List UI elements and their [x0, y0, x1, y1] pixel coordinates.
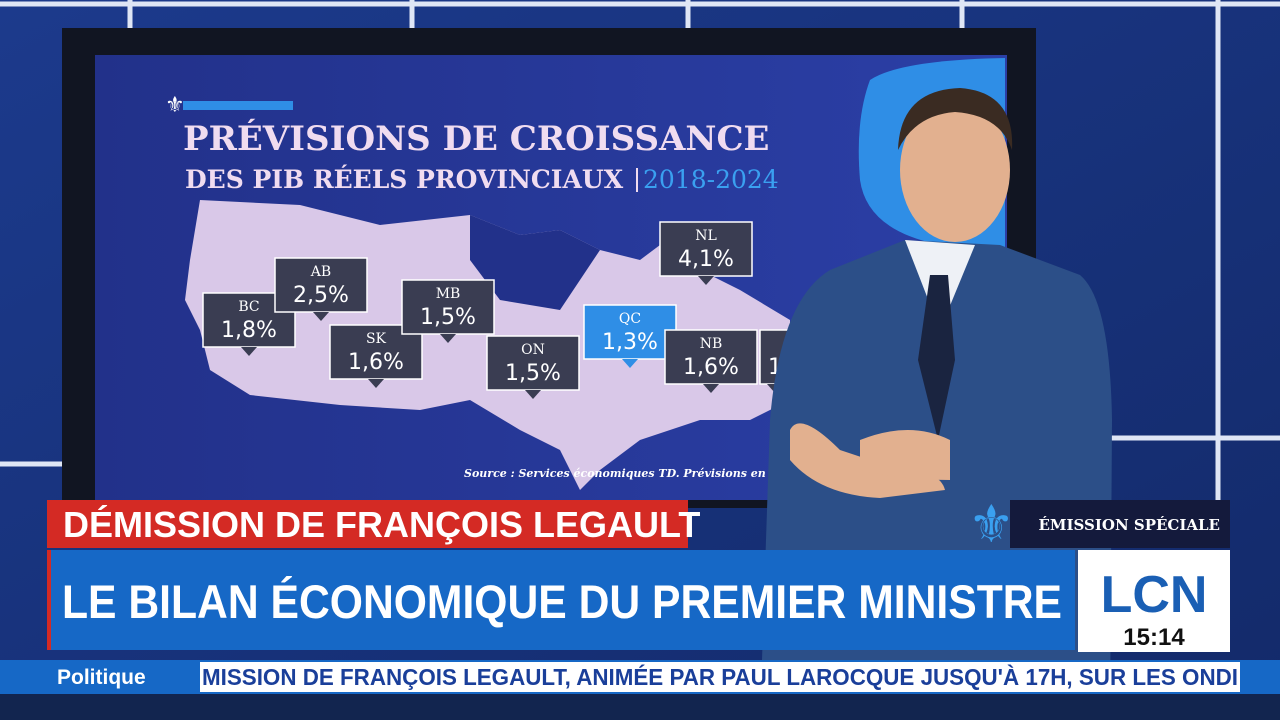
title-period: 2018-2024 — [643, 165, 779, 194]
callout-box — [659, 221, 753, 277]
province-code: SK — [366, 331, 387, 347]
hudson-bay — [470, 215, 600, 310]
callout-box — [664, 329, 758, 385]
ticker-text: MISSION DE FRANÇOIS LEGAULT, ANIMÉE PAR … — [202, 663, 1238, 690]
callout-pointer — [368, 379, 384, 388]
fleur-de-lis-icon: ⚜ — [165, 93, 185, 118]
province-value: 1,6% — [683, 355, 739, 380]
province-callout: NL 4,1% — [659, 221, 753, 285]
province-code: ON — [521, 342, 545, 358]
province-value: 1,6% — [348, 350, 404, 375]
show-text: ÉMISSION SPÉCIALE — [1038, 516, 1220, 534]
headline-text: LE BILAN ÉCONOMIQUE DU PREMIER MINISTRE — [62, 575, 1062, 628]
show-box — [1010, 500, 1230, 548]
province-callout: ON 1,5% — [486, 335, 580, 399]
province-callout: NB 1,6% — [664, 329, 758, 393]
province-value: 1,8% — [221, 318, 277, 343]
callout-pointer — [313, 312, 329, 321]
channel-logo: LCN — [1101, 566, 1208, 624]
callout-pointer — [622, 359, 638, 368]
kicker-box — [47, 500, 688, 548]
callout-pointer — [525, 390, 541, 399]
logo-box — [1078, 550, 1230, 652]
wall-grid — [0, 0, 1280, 500]
headline-edge — [47, 550, 51, 650]
callout-box — [486, 335, 580, 391]
province-value: 1,5% — [420, 305, 476, 330]
title-line: PRÉVISIONS DE CROISSANCE — [183, 118, 769, 159]
ticker-track — [200, 662, 1240, 692]
province-code: QC — [619, 311, 641, 327]
floor — [0, 694, 1280, 720]
clock: 15:14 — [1123, 624, 1185, 651]
title-line: DES PIB RÉELS PROVINCIAUX — [185, 165, 624, 194]
province-value: 1,3% — [602, 330, 658, 355]
callout-pointer — [703, 384, 719, 393]
province-callout: AB 2,5% — [274, 257, 368, 321]
kicker-text: DÉMISSION DE FRANÇOIS LEGAULT — [63, 504, 700, 545]
callout-box — [401, 279, 495, 335]
province-code: BC — [238, 299, 259, 315]
callout-pointer — [698, 276, 714, 285]
ticker-section: Politique — [57, 666, 146, 689]
province-value: 2,5% — [293, 283, 349, 308]
province-callout: MB 1,5% — [401, 279, 495, 343]
province-callout: QC 1,3% — [583, 304, 677, 368]
province-code: MB — [436, 286, 461, 302]
province-code: NL — [695, 228, 717, 244]
logo-icon: ⚜ — [968, 495, 1015, 555]
province-code: NB — [700, 336, 723, 352]
source-note: Source : Services économiques TD. Prévis… — [464, 467, 797, 480]
province-value: 4,1% — [678, 247, 734, 272]
province-value: 1,5% — [505, 361, 561, 386]
accent-bar — [183, 101, 293, 110]
callout-pointer — [440, 334, 456, 343]
chart-title-block: PRÉVISIONS DE CROISSANCE DES PIB RÉELS P… — [183, 118, 797, 480]
headline-box — [47, 550, 1075, 650]
callout-pointer — [241, 347, 257, 356]
province-code: AB — [310, 264, 331, 280]
callout-box — [274, 257, 368, 313]
